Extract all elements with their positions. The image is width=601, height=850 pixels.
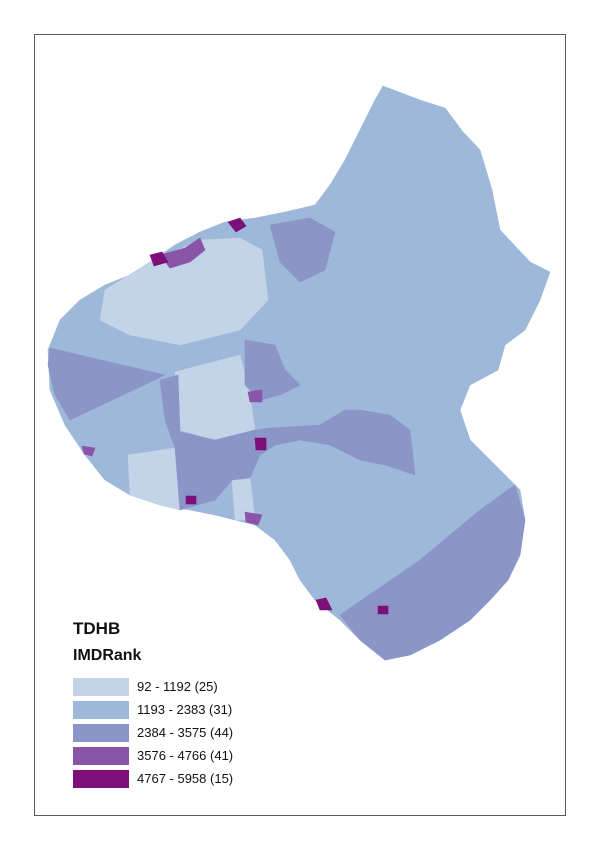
legend-swatch [73, 723, 129, 742]
legend-swatch [73, 746, 129, 765]
region-dark-north [227, 217, 247, 233]
legend-label: 3576 - 4766 (41) [137, 748, 234, 763]
legend-title: TDHB [73, 619, 121, 638]
region-patch-d [244, 511, 263, 526]
region-dark-south-a [185, 495, 197, 505]
region-light-north [99, 237, 269, 346]
region-southeast [339, 484, 526, 661]
legend-item: 4767 - 5958 (15) [73, 767, 233, 790]
region-central-patch [244, 339, 301, 401]
legend-item: 2384 - 3575 (44) [73, 721, 233, 744]
region-light-southwest [127, 447, 181, 511]
region-base [47, 85, 551, 661]
legend-label: 92 - 1192 (25) [137, 679, 218, 694]
legend-item: 92 - 1192 (25) [73, 675, 233, 698]
legend-item: 1193 - 2383 (31) [73, 698, 233, 721]
legend-item: 3576 - 4766 (41) [73, 744, 233, 767]
region-dark-south-c [377, 605, 389, 615]
region-west [47, 347, 166, 421]
region-dark-coast [149, 251, 169, 267]
legend: 92 - 1192 (25) 1193 - 2383 (31) 2384 - 3… [73, 675, 233, 790]
region-dark-south-b [315, 597, 333, 611]
legend-swatch [73, 700, 129, 719]
region-central-band [159, 374, 416, 511]
legend-label: 4767 - 5958 (15) [137, 771, 234, 786]
region-coastal-patch-a [159, 237, 206, 269]
legend-label: 1193 - 2383 (31) [137, 702, 233, 717]
region-dark-central [254, 437, 267, 451]
legend-subtitle: IMDRank [73, 647, 142, 664]
region-patch-b [247, 389, 263, 403]
legend-swatch [73, 769, 129, 788]
region-northeast-patch [269, 217, 336, 283]
legend-swatch [73, 677, 129, 696]
legend-label: 2384 - 3575 (44) [137, 725, 234, 740]
region-patch-c [81, 445, 96, 457]
